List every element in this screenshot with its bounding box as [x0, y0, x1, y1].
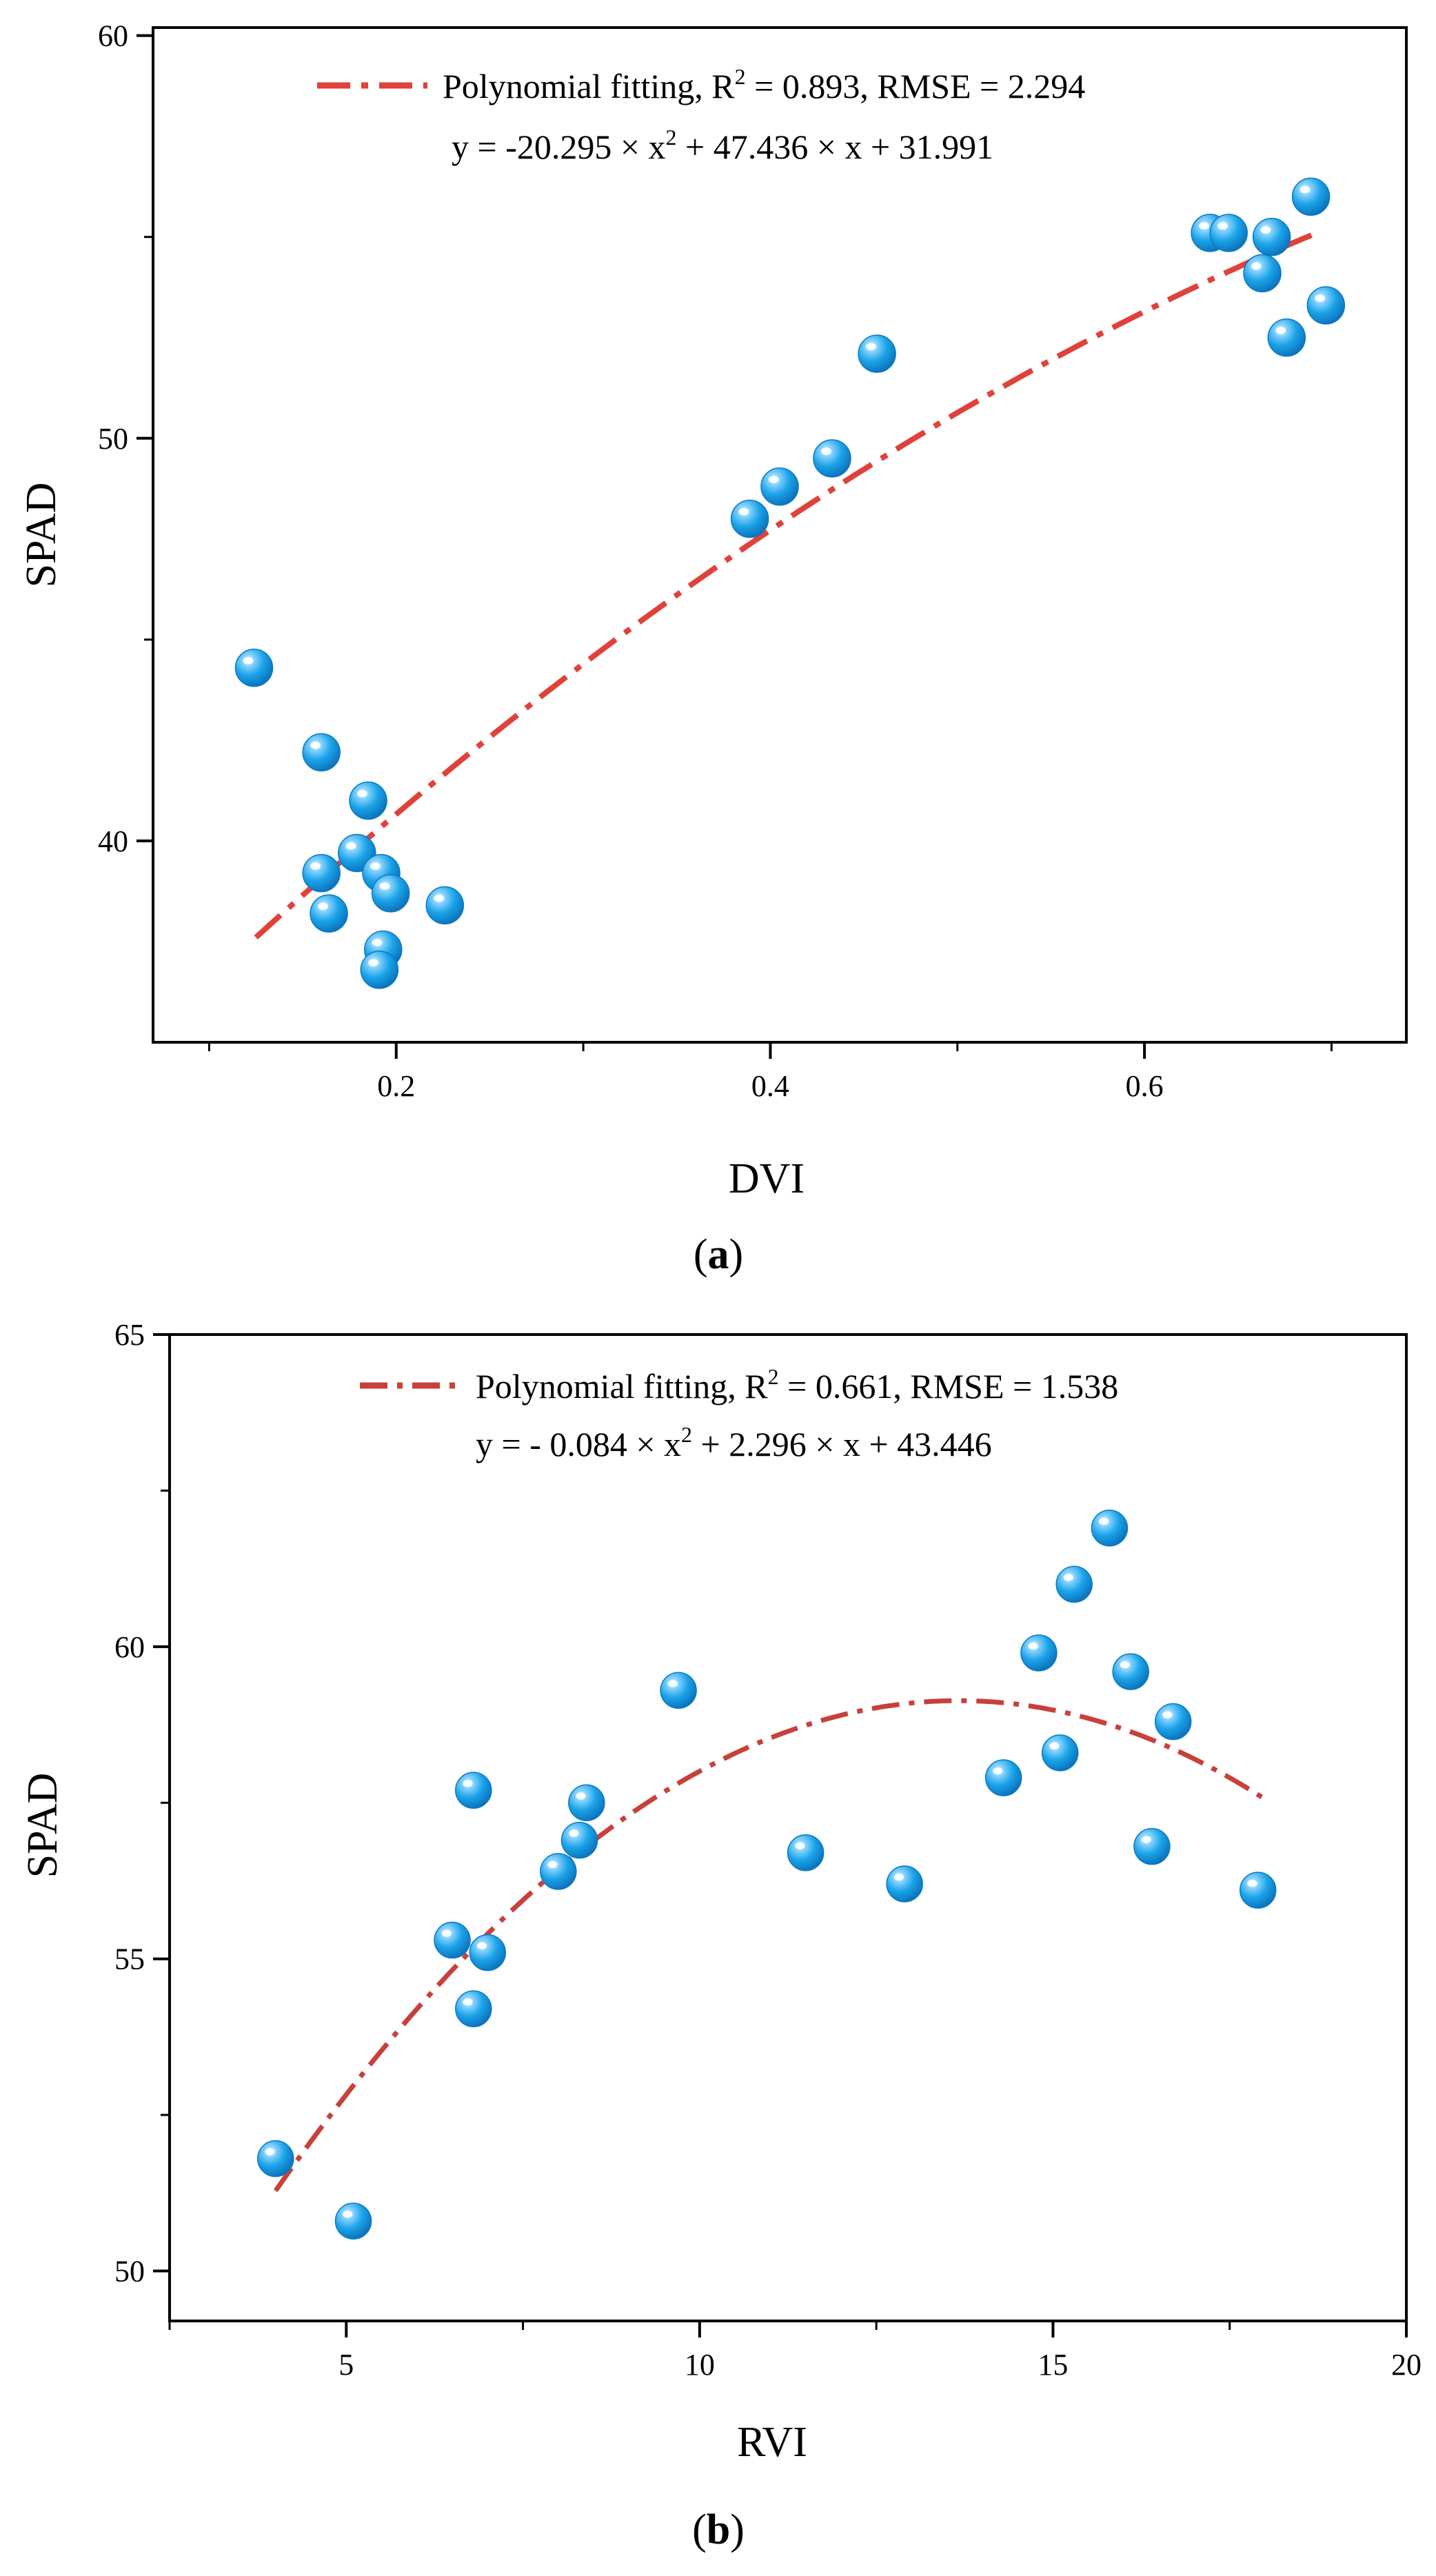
x-tick-label-b: 15	[1038, 2348, 1068, 2382]
fit-curve-b	[273, 1698, 1266, 2193]
legend-label-a: Polynomial fitting, R2 = 0.893, RMSE = 2…	[443, 64, 1085, 105]
x-tick-label-a: 0.2	[377, 1069, 415, 1103]
data-point-b	[660, 1672, 697, 1709]
x-axis-title-b: RVI	[737, 2419, 807, 2466]
plot-frame-a	[152, 26, 1408, 1044]
chart-panel-a: 0.2 0.4 0.6 40 50 60 Polynomial fitting, R2 =…	[18, 19, 1408, 1278]
legend-a: Polynomial fitting, R2 = 0.893, RMSE = 2…	[317, 64, 1085, 166]
data-point-b	[455, 1772, 492, 1809]
x-tick-label-b: 5	[338, 2348, 354, 2382]
data-point-b	[787, 1834, 825, 1872]
panel-label-a: (a)	[694, 1231, 743, 1278]
y-tick-label-b: 55	[114, 1943, 145, 1976]
x-axis-title-a: DVI	[729, 1155, 805, 1202]
data-point-b	[455, 1990, 492, 2027]
y-tick-label-a: 40	[98, 824, 128, 858]
data-point-a	[760, 467, 799, 506]
data-point-a	[730, 499, 769, 538]
data-point-b	[568, 1784, 605, 1822]
data-point-b	[1133, 1827, 1171, 1865]
y-axis-title-b: SPAD	[19, 1773, 66, 1878]
data-point-a	[302, 733, 341, 772]
data-point-b	[1041, 1734, 1079, 1772]
x-tick-label-b: 20	[1391, 2348, 1422, 2382]
data-point-b	[1091, 1510, 1129, 1547]
data-point-a	[1291, 177, 1331, 216]
data-point-b	[1020, 1634, 1058, 1672]
y-axis-title-a: SPAD	[18, 483, 65, 588]
data-point-a	[1267, 318, 1306, 357]
data-point-a	[310, 894, 348, 933]
chart-panel-b: 5 10 15 20 50 55 60 65 Polynomial fitting, R2 =…	[19, 1318, 1422, 2553]
data-point-a	[302, 853, 341, 893]
data-point-b	[1239, 1872, 1277, 1909]
x-tick-label-a: 0.4	[751, 1069, 789, 1103]
fit-curve-a	[254, 230, 1320, 940]
legend-label-b: Polynomial fitting, R2 = 0.661, RMSE = 1…	[476, 1364, 1118, 1406]
data-point-a	[1243, 254, 1282, 293]
data-point-a	[234, 649, 274, 687]
x-tick-label-b: 10	[685, 2348, 715, 2382]
data-point-b	[984, 1759, 1022, 1796]
data-point-b	[540, 1853, 577, 1890]
data-point-b	[1055, 1565, 1093, 1603]
x-tick-label-a: 0.6	[1126, 1069, 1164, 1103]
y-tick-label-b: 60	[114, 1630, 145, 1664]
data-point-a	[1252, 217, 1291, 256]
data-point-b	[1112, 1653, 1149, 1690]
data-point-b	[469, 1934, 507, 1971]
data-point-a	[1209, 214, 1248, 252]
legend-equation-b: y = - 0.084 × x2 + 2.296 × x + 43.446	[476, 1422, 992, 1463]
panel-label-b: (b)	[692, 2506, 745, 2553]
data-point-a	[371, 874, 410, 913]
y-tick-label-a: 60	[98, 19, 128, 53]
data-point-a	[425, 886, 465, 925]
data-point-b	[560, 1821, 598, 1859]
data-point-b	[257, 2140, 294, 2178]
data-point-b	[886, 1865, 923, 1903]
data-point-a	[813, 439, 851, 478]
y-tick-label-a: 50	[98, 422, 128, 456]
data-point-a	[349, 781, 387, 820]
legend-b: Polynomial fitting, R2 = 0.661, RMSE = 1…	[360, 1364, 1118, 1463]
legend-equation-a: y = -20.295 × x2 + 47.436 × x + 31.991	[452, 125, 993, 166]
y-tick-label-b: 50	[114, 2255, 145, 2289]
plot-frame-b	[168, 1333, 1408, 2322]
data-point-b	[434, 1921, 471, 1959]
y-tick-label-b: 65	[114, 1318, 145, 1352]
data-point-a	[1306, 286, 1346, 325]
data-point-a	[360, 951, 399, 989]
data-point-b	[334, 2202, 372, 2240]
data-point-a	[858, 334, 896, 373]
data-point-b	[1154, 1703, 1192, 1741]
